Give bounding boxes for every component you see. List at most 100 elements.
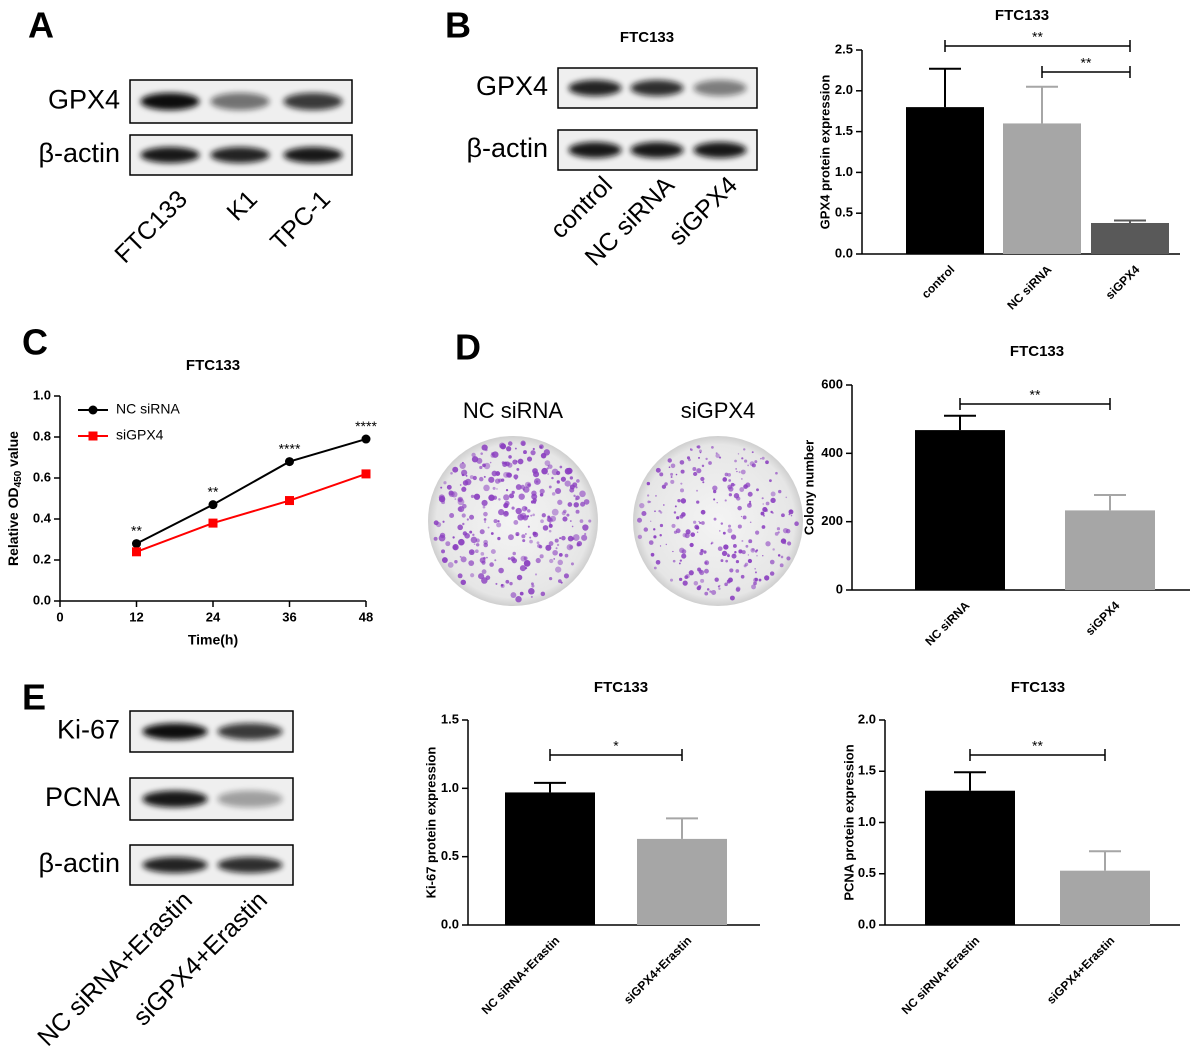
- colony: [697, 567, 702, 572]
- colony: [470, 573, 475, 578]
- colony: [762, 503, 764, 505]
- colony: [724, 472, 729, 477]
- colony: [493, 519, 498, 524]
- colony: [446, 484, 452, 490]
- colony: [497, 520, 500, 523]
- colony: [670, 479, 675, 484]
- point: [285, 457, 294, 467]
- y-tick-label: 200: [821, 513, 843, 528]
- colony: [496, 522, 502, 528]
- colony: [765, 501, 770, 506]
- colony: [445, 541, 451, 547]
- colony: [700, 509, 706, 515]
- colony: [727, 553, 729, 555]
- colony: [539, 493, 544, 497]
- significance-label: **: [208, 483, 219, 499]
- colony: [520, 512, 527, 520]
- colony: [704, 560, 710, 566]
- y-axis-label-text: Relative OD: [5, 487, 21, 566]
- colony: [553, 558, 555, 560]
- colony: [734, 484, 736, 486]
- colony: [696, 500, 700, 504]
- colony: [506, 472, 513, 478]
- colony: [511, 557, 518, 564]
- colony: [473, 493, 481, 500]
- colony: [704, 591, 709, 596]
- colony: [737, 453, 740, 455]
- colony: [547, 465, 550, 467]
- colony: [674, 505, 677, 508]
- bar: [1003, 123, 1081, 254]
- colony: [483, 511, 488, 517]
- colony: [484, 521, 487, 523]
- blot-lane-label: FTC133: [109, 185, 193, 269]
- legend-label: siGPX4: [116, 427, 164, 443]
- colony: [719, 530, 721, 532]
- colony: [717, 546, 723, 552]
- colony: [740, 515, 743, 518]
- colony: [780, 555, 784, 559]
- colony: [475, 538, 480, 543]
- significance-bracket: [1041, 66, 1131, 78]
- colony: [748, 502, 752, 505]
- colony: [760, 511, 765, 516]
- colony: [483, 475, 486, 478]
- y-tick-label: 1.0: [441, 780, 459, 795]
- colony: [717, 585, 720, 588]
- colony: [515, 460, 518, 463]
- colony: [584, 532, 587, 536]
- colony: [742, 515, 747, 520]
- colony: [745, 544, 749, 548]
- colony: [492, 486, 496, 490]
- y-tick-label: 0: [836, 581, 843, 596]
- colony: [747, 464, 749, 467]
- colony: [772, 548, 775, 551]
- colony: [580, 501, 586, 507]
- y-tick-label: 0.0: [33, 592, 51, 607]
- colony: [541, 467, 548, 475]
- colony: [753, 577, 758, 583]
- colony: [559, 465, 563, 469]
- colony: [540, 519, 544, 524]
- colony: [572, 534, 580, 541]
- colony: [573, 502, 579, 508]
- y-tick-label: 0.2: [33, 551, 51, 566]
- plate-label: NC siRNA: [463, 398, 564, 423]
- colony: [688, 570, 694, 576]
- colony: [679, 559, 682, 562]
- colony: [762, 506, 768, 513]
- colony: [777, 554, 781, 557]
- colony: [724, 582, 728, 587]
- x-tick-label: siGPX4: [1083, 598, 1123, 638]
- colony: [668, 466, 671, 469]
- colony: [749, 500, 752, 503]
- point: [132, 547, 141, 557]
- chart-title: FTC133: [594, 679, 648, 696]
- y-tick-label: 1.5: [858, 763, 876, 778]
- significance-label: **: [1032, 29, 1043, 45]
- colony: [723, 544, 729, 550]
- colony: [524, 506, 528, 510]
- colony: [530, 595, 533, 598]
- colony: [468, 560, 475, 566]
- colony: [737, 505, 742, 511]
- colony: [744, 459, 748, 463]
- colony: [547, 473, 549, 475]
- point: [285, 496, 294, 506]
- x-tick-label: siGPX4: [1103, 262, 1143, 302]
- colony: [554, 538, 559, 543]
- point: [208, 500, 218, 510]
- culture-plate: [633, 436, 803, 606]
- y-axis-label: Ki-67 protein expression: [423, 747, 438, 899]
- colony: [525, 533, 527, 535]
- x-tick-label: 0: [56, 609, 63, 624]
- colony: [547, 515, 551, 519]
- colony: [479, 557, 486, 564]
- protein-band: [217, 790, 283, 808]
- colony: [774, 532, 779, 536]
- colony: [516, 574, 523, 581]
- blot-row-label: β-actin: [38, 848, 120, 878]
- colony: [641, 510, 647, 517]
- significance-bracket: [549, 749, 683, 761]
- panel-label: E: [22, 677, 46, 718]
